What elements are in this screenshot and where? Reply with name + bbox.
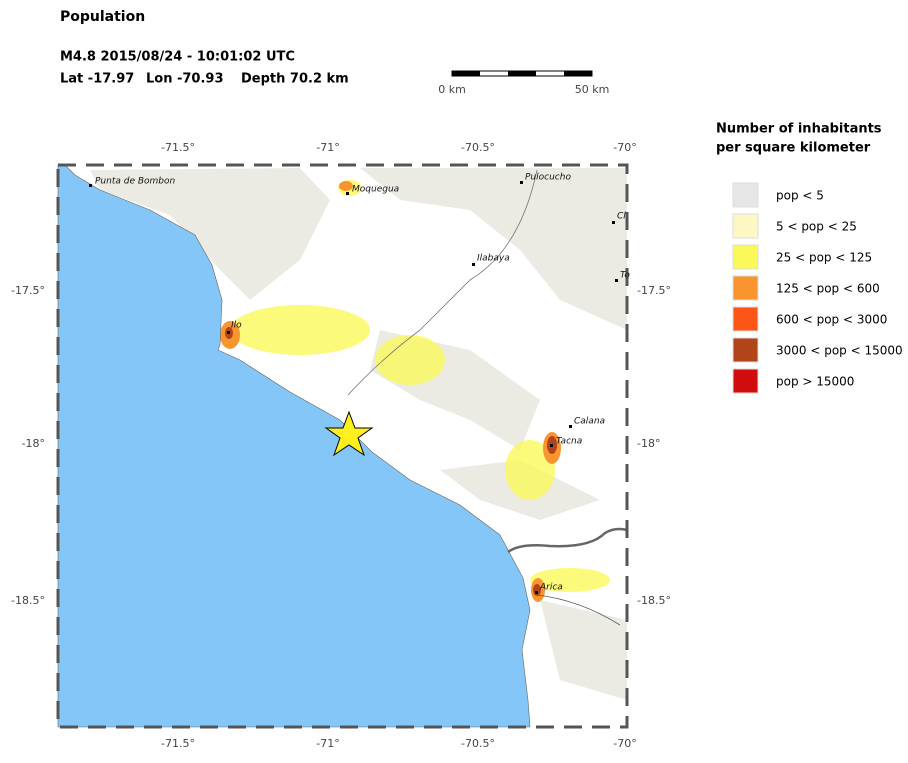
legend: Number of inhabitants per square kilomet…: [716, 122, 903, 394]
legend-label: 3000 < pop < 15000: [776, 344, 903, 358]
lat-label: -17.5°: [11, 284, 45, 297]
legend-label: 125 < pop < 600: [776, 282, 880, 296]
scale-start: 0 km: [438, 83, 466, 96]
legend-swatch: [732, 306, 759, 332]
place-label: Moquegua: [352, 185, 399, 195]
scale-bar: 0 km 50 km: [438, 70, 610, 96]
lat-label: -18°: [637, 437, 660, 450]
lat: Lat -17.97: [60, 72, 134, 87]
map: Punta de Bombon Moquegua Pulocucho Cl To…: [56, 163, 630, 729]
event: M4.8 2015/08/24 - 10:01:02 UTC: [60, 50, 295, 65]
lon-label: -70°: [613, 141, 636, 154]
lon-label: -71.5°: [161, 737, 195, 750]
graticule-labels: -71.5° -71.5° -71° -71° -70.5° -70.5° -70° -70°…: [11, 141, 671, 750]
lon-label: -71°: [316, 737, 339, 750]
lat-label: -18.5°: [637, 594, 671, 607]
lon-label: -70.5°: [461, 141, 495, 154]
title: Population: [60, 9, 145, 25]
place-label: Cl: [617, 212, 626, 222]
place-label: Punta de Bombon: [95, 177, 176, 187]
place-label: Pulocucho: [525, 173, 571, 183]
lat-label: -17.5°: [637, 284, 671, 297]
legend-title: per square kilometer: [716, 141, 871, 156]
lat-label: -18°: [22, 437, 45, 450]
place-label: Ilabaya: [477, 254, 510, 264]
legend-label: pop < 5: [776, 189, 824, 203]
legend-label: 600 < pop < 3000: [776, 313, 887, 327]
place-label: To: [620, 271, 630, 281]
legend-swatch: [732, 275, 759, 301]
lon-label: -70.5°: [461, 737, 495, 750]
legend-swatch: [732, 182, 759, 208]
lon: Lon -70.93: [146, 72, 224, 87]
place-label: Calana: [574, 417, 605, 427]
legend-label: 25 < pop < 125: [776, 251, 872, 265]
place-label: Tacna: [556, 437, 582, 447]
lon-label: -70°: [613, 737, 636, 750]
legend-swatch: [732, 244, 759, 270]
lon-label: -71°: [316, 141, 339, 154]
legend-swatch: [732, 337, 759, 363]
lat-label: -18.5°: [11, 594, 45, 607]
legend-label: pop > 15000: [776, 375, 854, 389]
place-label: Ilo: [231, 321, 242, 331]
depth: Depth 70.2 km: [241, 72, 349, 87]
scale-end: 50 km: [575, 83, 610, 96]
legend-swatch: [732, 368, 759, 394]
legend-label: 5 < pop < 25: [776, 220, 857, 234]
place-label: Arica: [539, 583, 563, 593]
legend-swatch: [732, 213, 759, 239]
lon-label: -71.5°: [161, 141, 195, 154]
legend-title: Number of inhabitants: [716, 122, 882, 137]
